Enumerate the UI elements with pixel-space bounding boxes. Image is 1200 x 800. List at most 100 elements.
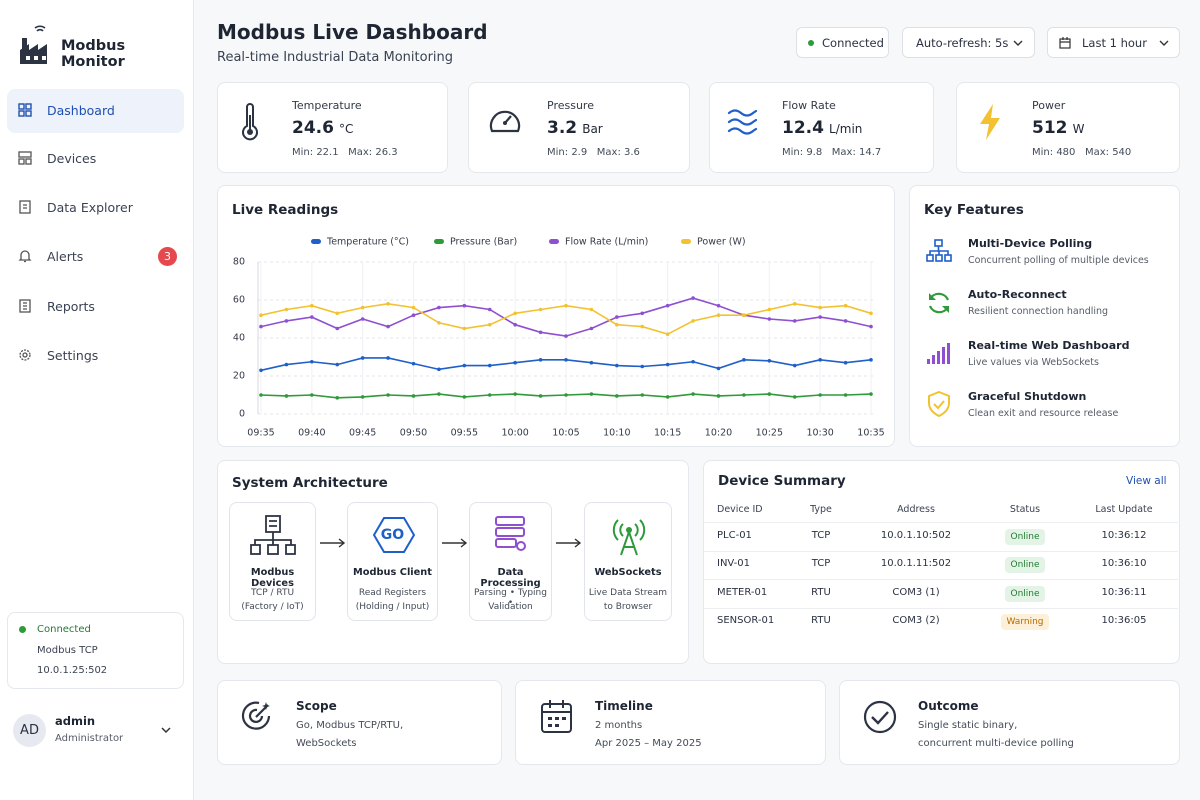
refresh-select[interactable]: Auto-refresh: 5s [902, 27, 1035, 58]
node-line: Live Data Stream [588, 588, 668, 598]
table-cell: COM3 (1) [892, 587, 940, 598]
metric-range: Min: 480 Max: 540 [1032, 147, 1131, 158]
summary-line: Single static binary, [918, 720, 1018, 731]
data-point [513, 322, 517, 327]
row-divider [704, 551, 1178, 552]
legend-label: Power (W) [697, 237, 746, 248]
node-title: Modbus Client [353, 567, 432, 578]
data-point [615, 322, 619, 327]
data-point [691, 359, 695, 364]
nav-label: Devices [47, 151, 97, 166]
data-point [869, 392, 873, 396]
data-point [437, 367, 441, 372]
data-point [284, 394, 289, 398]
data-point [360, 317, 365, 321]
data-point [310, 359, 314, 364]
feature-title: Graceful Shutdown [968, 390, 1087, 403]
data-point [386, 356, 390, 360]
refresh-text: Auto-refresh: 5s [916, 36, 1009, 50]
nav-item[interactable]: Dashboard [7, 89, 184, 133]
min-label: Min: [292, 147, 314, 158]
summary-title: Outcome [918, 699, 979, 713]
nav-item[interactable]: Reports [7, 285, 184, 329]
column-header: Address [897, 504, 935, 515]
nav-icon [18, 250, 32, 263]
column-header: Device ID [717, 504, 763, 515]
node-icon [250, 515, 296, 555]
legend-swatch [434, 239, 444, 244]
data-point [640, 311, 645, 316]
node-icon [373, 517, 415, 553]
data-point [843, 319, 848, 323]
x-tick-label: 09:45 [349, 428, 376, 439]
x-tick-label: 10:00 [501, 428, 528, 439]
data-point [869, 324, 873, 329]
row-divider [704, 608, 1178, 609]
node-title: Modbus Devices [250, 567, 295, 589]
data-point [411, 305, 416, 310]
nav-icon [19, 200, 31, 214]
legend-swatch [681, 239, 691, 244]
devices-title: Device Summary [718, 473, 846, 489]
devices-card: Device Summary View all [703, 460, 1180, 664]
data-point [792, 363, 797, 368]
data-point [335, 362, 340, 367]
metric-reading: 512 W [1032, 118, 1084, 138]
arch-arrows [320, 538, 582, 548]
table-cell: INV-01 [717, 558, 751, 569]
range-select[interactable]: Last 1 hour [1047, 27, 1180, 58]
page-subtitle: Real-time Industrial Data Monitoring [217, 50, 454, 65]
data-point [487, 307, 492, 312]
table-cell: RTU [811, 587, 831, 598]
data-point [284, 362, 289, 367]
data-point [640, 364, 645, 369]
flow-icon [727, 109, 758, 135]
node-title: WebSockets [594, 567, 662, 578]
min-value: 22.1 [316, 147, 339, 158]
user-menu[interactable] [160, 726, 172, 734]
data-point [284, 319, 289, 323]
max-value: 3.6 [624, 147, 640, 158]
feature-icon [927, 343, 950, 364]
data-point [665, 303, 670, 308]
chart-card: Live Readings 0 20 40 60 80 09:35 09:40 09:45 09… [217, 185, 895, 447]
data-point [564, 393, 568, 397]
gauge-icon [489, 110, 521, 133]
max-value: 26.3 [375, 147, 398, 158]
node-line: TCP / RTU [250, 588, 295, 598]
data-point [665, 362, 670, 367]
nav-icon [19, 299, 31, 313]
x-tick-label: 10:15 [654, 428, 681, 439]
table-cell: COM3 (2) [892, 615, 940, 626]
metric-value: 3.2 [547, 118, 578, 138]
calendar-icon [1059, 37, 1071, 49]
nav-item[interactable]: Settings [7, 334, 184, 378]
min-value: 480 [1056, 147, 1076, 158]
data-point [615, 394, 619, 398]
data-point [792, 302, 797, 306]
chevron [1013, 40, 1023, 46]
data-point [767, 359, 772, 363]
data-point [767, 392, 772, 396]
nav-item[interactable]: Alerts 3 [7, 235, 184, 279]
view-all-link[interactable]: View all [1126, 475, 1167, 487]
nav-item[interactable]: Data Explorer [7, 186, 184, 230]
metric-label: Temperature [292, 99, 362, 112]
nav-icon [18, 103, 32, 117]
data-point [716, 366, 721, 371]
data-point [869, 358, 873, 362]
nav-badge: 3 [158, 247, 177, 266]
data-point [716, 313, 721, 317]
data-point [564, 303, 568, 308]
metric-range: Min: 22.1 Max: 26.3 [292, 147, 398, 158]
data-point [487, 363, 492, 368]
feature-icon [928, 391, 950, 417]
nav-item[interactable]: Devices [7, 137, 184, 181]
scope-icon [241, 701, 271, 730]
summary-line: concurrent multi-device polling [918, 738, 1074, 749]
node-line: Read Registers [358, 588, 427, 598]
node-line: (Factory / IoT) [241, 602, 304, 612]
table-cell: SENSOR-01 [717, 615, 775, 626]
data-point [843, 393, 848, 397]
y-tick-label: 40 [233, 333, 245, 344]
